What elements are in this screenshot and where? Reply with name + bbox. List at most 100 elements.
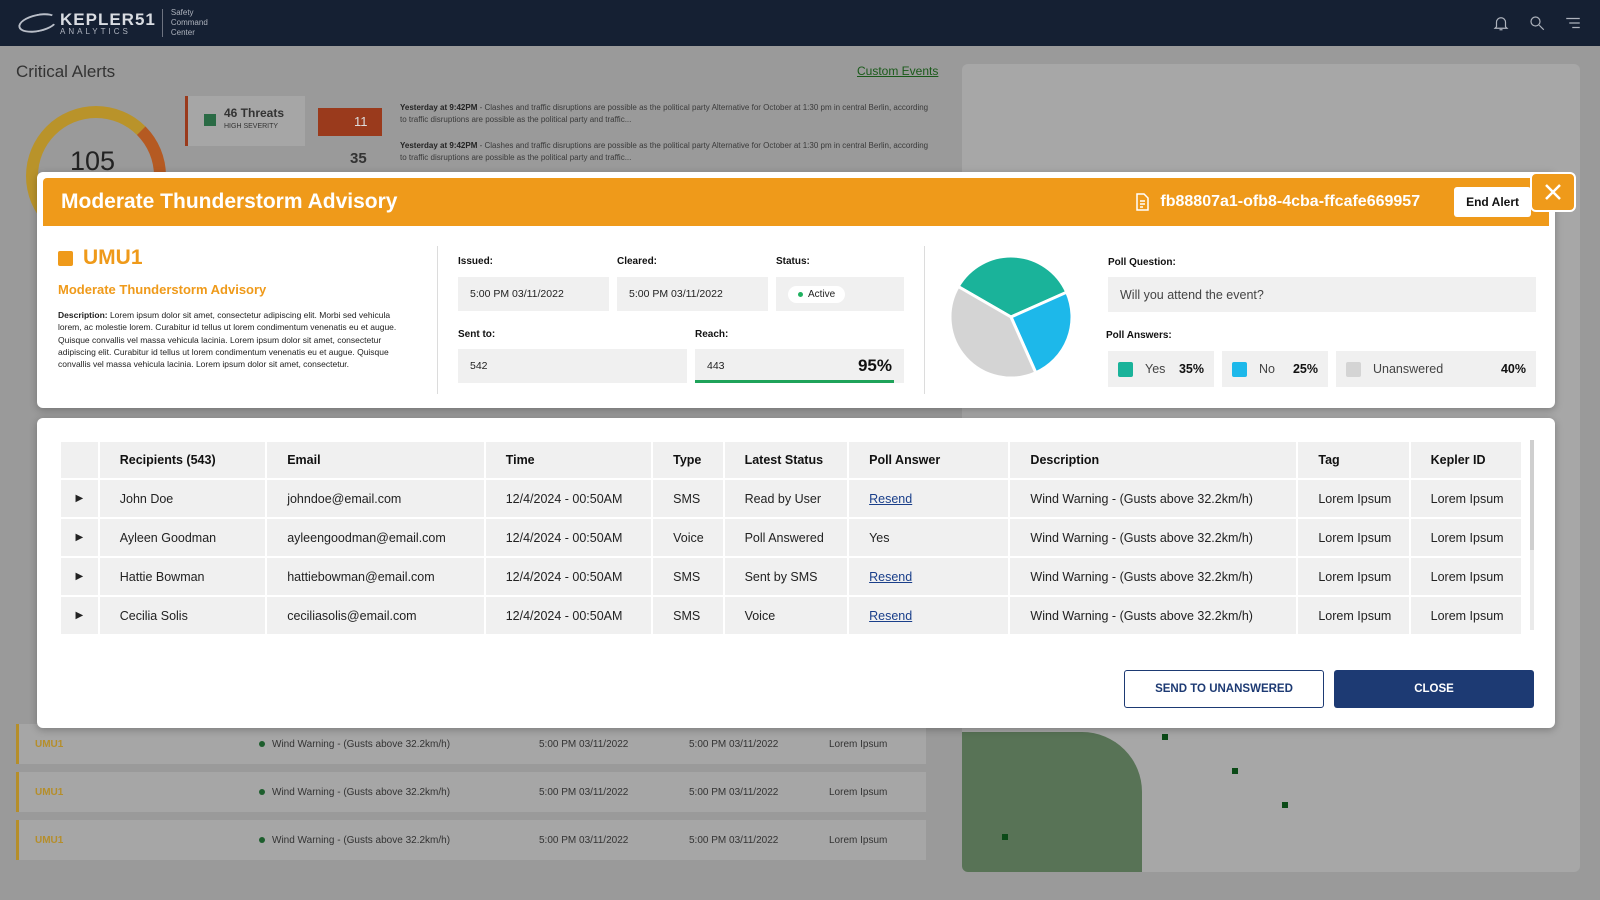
recipient-status: Read by User [724, 480, 848, 517]
resend-link[interactable]: Resend [869, 608, 913, 623]
recipient-description: Wind Warning - (Gusts above 32.2km/h) [1010, 480, 1297, 517]
table-row[interactable]: ▶ John Doe johndoe@email.com 12/4/2024 - 00… [61, 480, 1521, 517]
column-header[interactable]: Recipients (543) [99, 442, 266, 478]
recipient-time: 12/4/2024 - 00:50AM [485, 519, 652, 556]
threats-card[interactable]: 46 Threats HIGH SEVERITY [185, 96, 305, 146]
document-icon[interactable] [1134, 193, 1150, 211]
poll-answer: Yes [849, 519, 1009, 556]
recipient-description: Wind Warning - (Gusts above 32.2km/h) [1010, 558, 1297, 595]
column-header[interactable]: Time [485, 442, 652, 478]
alert-feed: Yesterday at 9:42PM - Clashes and traffi… [400, 103, 929, 162]
table-row[interactable]: ▶ Ayleen Goodman ayleengoodman@email.com 12… [61, 519, 1521, 556]
poll-answer[interactable]: Resend [849, 597, 1009, 634]
logo-sub: ANALYTICS [60, 26, 131, 36]
menu-icon[interactable] [1564, 14, 1582, 32]
cleared-field: 5:00 PM 03/11/2022 [617, 277, 768, 311]
recipient-status: Sent by SMS [724, 558, 848, 595]
alert-row[interactable]: UMU1 Wind Warning - (Gusts above 32.2km/h… [16, 772, 926, 812]
no-swatch [1232, 361, 1247, 377]
expand-row-icon[interactable]: ▶ [61, 558, 98, 595]
recipient-time: 12/4/2024 - 00:50AM [485, 597, 652, 634]
column-header[interactable]: Email [267, 442, 484, 478]
logo[interactable]: KEPLER51 ANALYTICS Safety Command Center [16, 8, 208, 38]
alert-row[interactable]: UMU1 Wind Warning - (Gusts above 32.2km/h… [16, 820, 926, 860]
expand-row-icon[interactable]: ▶ [61, 480, 98, 517]
reach-percent: 95% [857, 356, 892, 375]
recipient-email: ceciliasolis@email.com [267, 597, 484, 634]
send-to-unanswered-button[interactable]: SEND TO UNANSWERED [1124, 670, 1324, 708]
alert-name: Moderate Thunderstorm Advisory [58, 282, 267, 297]
gauge-value: 105 [70, 146, 116, 176]
kepler-id: Lorem Ipsum [1410, 519, 1521, 556]
close-modal-button[interactable] [1530, 172, 1576, 212]
recipient-tag: Lorem Ipsum [1298, 558, 1409, 595]
issued-field: 5:00 PM 03/11/2022 [458, 277, 609, 311]
recipient-type: SMS [653, 558, 723, 595]
table-scrollbar-thumb[interactable] [1530, 440, 1534, 550]
alert-row[interactable]: UMU1 Wind Warning - (Gusts above 32.2km/h… [16, 724, 926, 764]
logo-name: KEPLER51 [60, 9, 156, 29]
column-header[interactable]: Description [1010, 442, 1297, 478]
recipient-email: ayleengoodman@email.com [267, 519, 484, 556]
critical-alerts-title: Critical Alerts [16, 62, 116, 81]
yes-swatch [1118, 361, 1133, 377]
advisory-title: Moderate Thunderstorm Advisory [61, 190, 398, 213]
recipient-type: Voice [653, 519, 723, 556]
recipient-name: Hattie Bowman [99, 558, 266, 595]
home-count-badge: 11 [318, 108, 382, 136]
alert-code: UMU1 [58, 246, 143, 270]
recipient-tag: Lorem Ipsum [1298, 519, 1409, 556]
recipient-tag: Lorem Ipsum [1298, 480, 1409, 517]
poll-question-field: Will you attend the event? [1108, 277, 1536, 312]
poll-answer[interactable]: Resend [849, 558, 1009, 595]
advisory-id: fb88807a1-ofb8-4cba-ffcafe669957 End Ale… [1134, 187, 1531, 217]
expand-row-icon[interactable]: ▶ [61, 597, 98, 634]
top-bar: KEPLER51 ANALYTICS Safety Command Center [0, 0, 1600, 46]
column-header[interactable]: Tag [1298, 442, 1409, 478]
recipients-table: Recipients (543) Email Time Type Latest … [59, 440, 1523, 636]
close-button[interactable]: CLOSE [1334, 670, 1534, 708]
column-header[interactable]: Poll Answer [849, 442, 1009, 478]
recipient-status: Voice [724, 597, 848, 634]
pie-slice-unanswered [948, 284, 1038, 380]
kepler-id: Lorem Ipsum [1410, 558, 1521, 595]
poll-answer-no: No 25% [1222, 351, 1328, 387]
logo-tagline: Safety Command Center [170, 8, 208, 37]
table-row[interactable]: ▶ Cecilia Solis ceciliasolis@email.com 12/4… [61, 597, 1521, 634]
recipient-time: 12/4/2024 - 00:50AM [485, 558, 652, 595]
poll-pie-chart [948, 254, 1074, 380]
check-icon [204, 114, 216, 126]
column-header[interactable]: Latest Status [724, 442, 848, 478]
alert-color-swatch [58, 250, 73, 266]
bell-icon[interactable] [1492, 14, 1510, 32]
recipient-status: Poll Answered [724, 519, 848, 556]
poll-answer[interactable]: Resend [849, 480, 1009, 517]
search-icon[interactable] [1528, 14, 1546, 32]
recipient-name: Ayleen Goodman [99, 519, 266, 556]
poll-answer-yes: Yes 35% [1108, 351, 1214, 387]
status-field: Active [776, 277, 904, 311]
resend-link[interactable]: Resend [869, 569, 913, 584]
reach-field: 443 95% [695, 349, 904, 383]
recipient-name: John Doe [99, 480, 266, 517]
recipient-name: Cecilia Solis [99, 597, 266, 634]
recipient-description: Wind Warning - (Gusts above 32.2km/h) [1010, 597, 1297, 634]
column-header[interactable]: Type [653, 442, 723, 478]
resend-link[interactable]: Resend [869, 491, 913, 506]
column-header[interactable]: Kepler ID [1410, 442, 1521, 478]
table-row[interactable]: ▶ Hattie Bowman hattiebowman@email.com 12/4… [61, 558, 1521, 595]
advisory-header: Moderate Thunderstorm Advisory fb88807a1… [43, 178, 1549, 226]
pin-count: 35 [350, 150, 367, 167]
table-header-row: Recipients (543) Email Time Type Latest … [61, 442, 1521, 478]
alert-description: Description: Lorem ipsum dolor sit amet,… [58, 310, 397, 370]
unanswered-swatch [1346, 361, 1361, 377]
status-badge: Active [788, 285, 846, 303]
kepler-id: Lorem Ipsum [1410, 597, 1521, 634]
expand-row-icon[interactable]: ▶ [61, 519, 98, 556]
recipient-tag: Lorem Ipsum [1298, 597, 1409, 634]
custom-events-link[interactable]: Custom Events [857, 64, 939, 78]
close-icon [1545, 184, 1561, 200]
pie-slice-no [1009, 290, 1074, 375]
end-alert-button[interactable]: End Alert [1454, 187, 1531, 217]
sent-to-field: 542 [458, 349, 687, 383]
